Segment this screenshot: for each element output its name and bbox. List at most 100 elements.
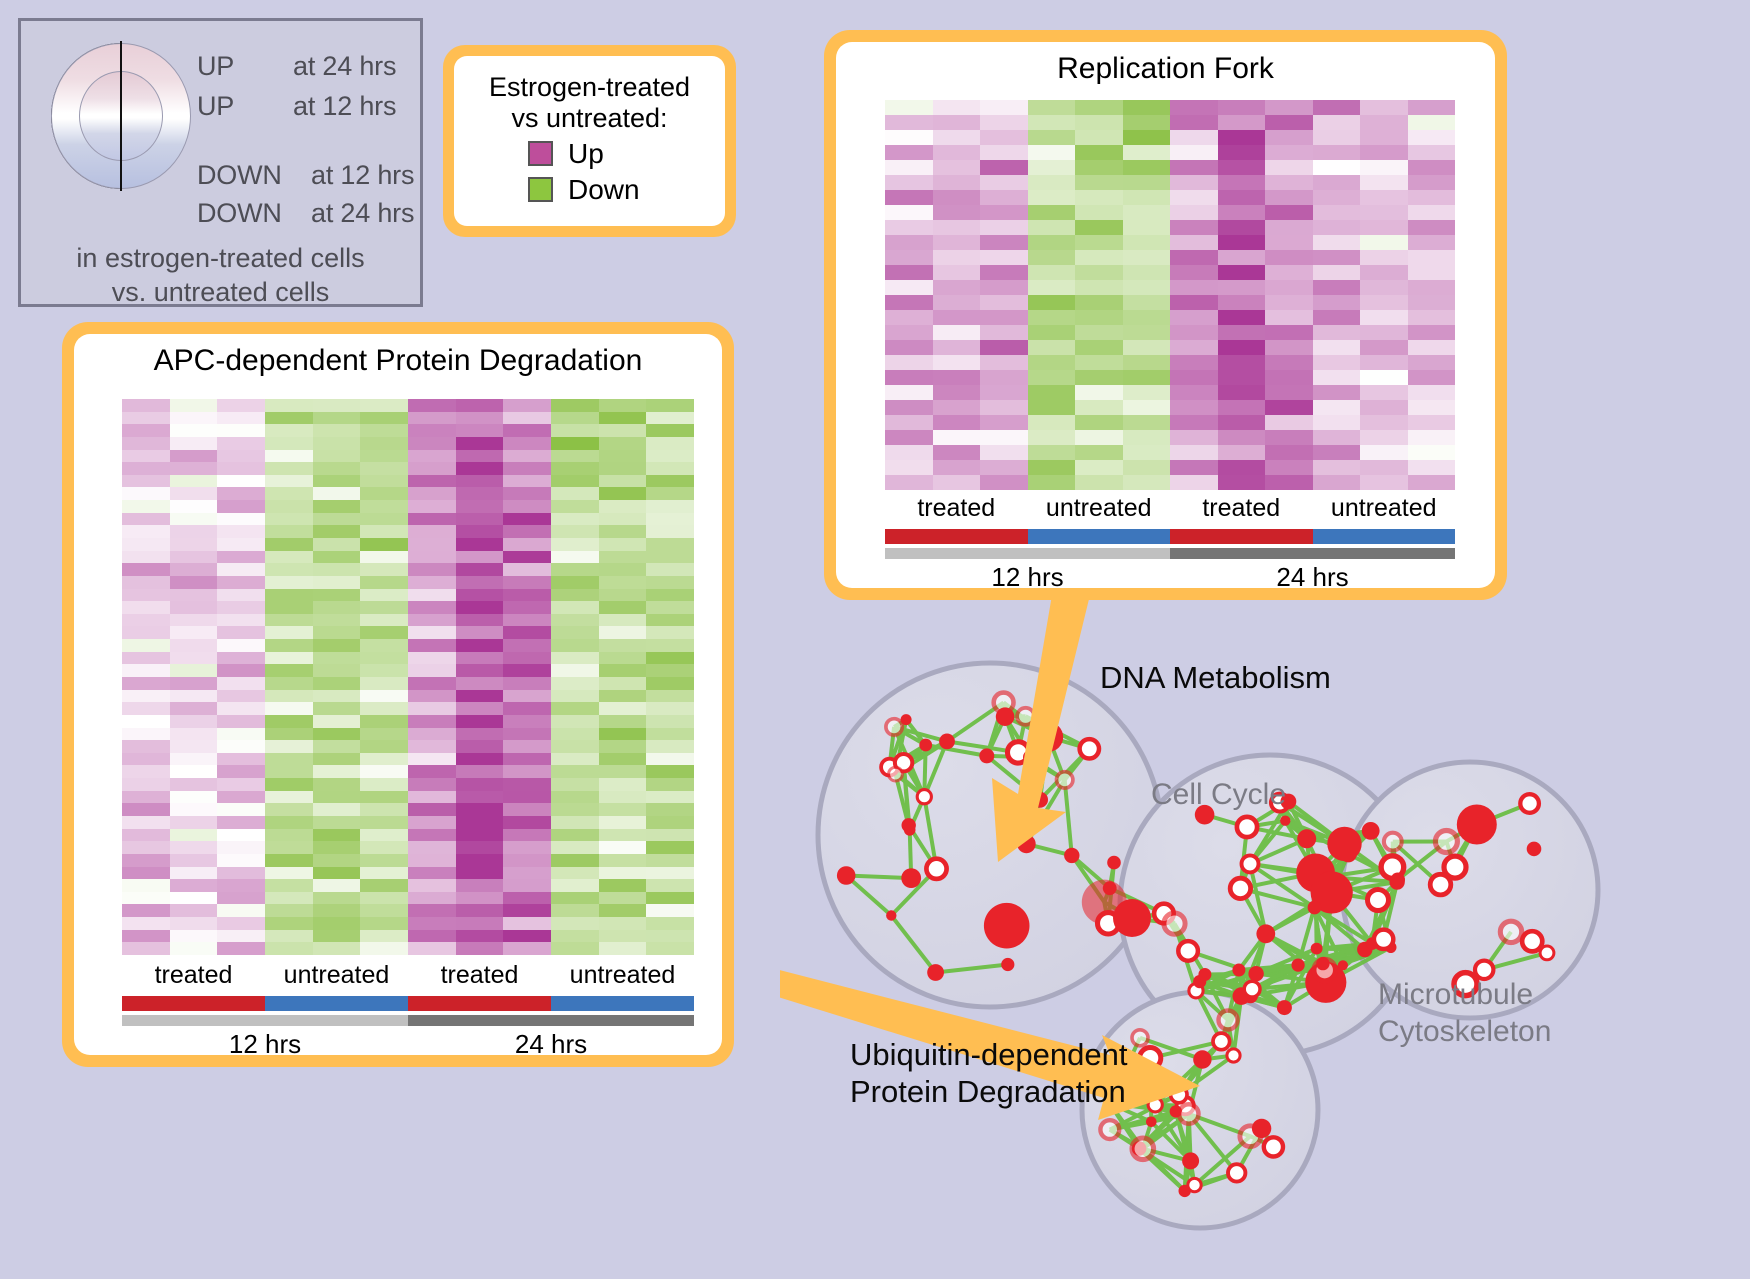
network-node [1456, 804, 1497, 845]
legend-item-up-label: Up [568, 137, 604, 169]
network-node [1227, 875, 1253, 901]
panel-apc-degradation: APC-dependent Protein Degradation treate… [62, 322, 734, 1067]
time-color-1 [408, 1015, 694, 1026]
network-node [1248, 966, 1264, 982]
network-node [1307, 900, 1322, 915]
panel-apc-degradation-title: APC-dependent Protein Degradation [153, 344, 643, 377]
dial-center-axis [120, 41, 122, 191]
time-color-1 [1170, 548, 1455, 559]
network-node [1129, 1135, 1157, 1163]
network-node [1451, 969, 1480, 999]
network-node [1390, 872, 1405, 887]
group-label-1: untreated [1045, 494, 1152, 522]
network-node [1497, 918, 1525, 946]
network-node [1310, 942, 1323, 955]
network-node [1113, 899, 1151, 937]
network-node [887, 765, 904, 783]
network-node [1280, 793, 1297, 810]
network-node [939, 733, 955, 750]
network-node [915, 788, 933, 806]
replication-group-color-bar [885, 529, 1455, 544]
network-node [1316, 956, 1330, 971]
network-node [927, 964, 944, 981]
network-node [1194, 804, 1215, 825]
network-node [1242, 979, 1262, 999]
group-color-2 [408, 996, 551, 1011]
group-color-0 [122, 996, 265, 1011]
network-node [1182, 1152, 1200, 1170]
network-node [1098, 1117, 1122, 1142]
network-node [1427, 871, 1454, 898]
group-color-3 [551, 996, 694, 1011]
network-node [900, 714, 912, 726]
key-row-3-time: at 24 hrs [311, 198, 415, 228]
network-node [919, 738, 933, 752]
key-row-2-time: at 12 hrs [311, 160, 415, 190]
network-node [1193, 1050, 1212, 1069]
network-node [1198, 968, 1212, 981]
network-node [1146, 1116, 1157, 1128]
time-label-1: 24 hrs [514, 1029, 588, 1059]
cluster-label-ubiquitin-line-2: Protein Degradation [850, 1074, 1126, 1110]
network-node [1261, 1135, 1286, 1159]
time-label-0: 12 hrs [991, 562, 1064, 592]
network-node [1519, 928, 1545, 954]
network-node [1327, 826, 1362, 862]
cluster-label-ubiquitin-line-1: Ubiquitin-dependent [850, 1037, 1128, 1072]
cluster-label-microtubule-line-1: Microtubule [1378, 978, 1534, 1011]
network-node [1441, 853, 1469, 881]
group-label-3: untreated [569, 961, 676, 989]
network-node [901, 868, 922, 888]
network-node [1256, 924, 1276, 944]
time-label-1: 24 hrs [1276, 562, 1349, 592]
apc-time-labels: 12 hrs 24 hrs [122, 1029, 694, 1060]
legend-title-line-2: vs untreated: [511, 102, 668, 133]
cluster-label-microtubule-cytoskeleton: Microtubule Cytoskeleton [1378, 977, 1551, 1050]
legend-item-up: Up [528, 138, 725, 170]
cluster-label-cell-cycle: Cell Cycle [1151, 778, 1287, 811]
panel-replication-fork-inner: Replication Fork treated untreated treated… [836, 42, 1495, 592]
network-node [1361, 822, 1380, 840]
panel-apc-degradation-inner: APC-dependent Protein Degradation treate… [74, 334, 722, 1059]
cluster-label-microtubule-line-2: Cytoskeleton [1378, 1014, 1552, 1048]
network-node [1280, 815, 1291, 826]
group-color-1 [265, 996, 408, 1011]
network-node [1161, 910, 1188, 937]
time-color-0 [885, 548, 1170, 559]
arrow-to-replication-fork [992, 600, 1089, 862]
legend-item-down-label: Down [568, 173, 640, 205]
expression-key-box: UP at 24 hrs UP at 12 hrs DOWN at 12 hrs… [18, 18, 423, 307]
key-row-1-direction: UP [197, 91, 235, 121]
network-node [1216, 1008, 1240, 1032]
network-node [1176, 938, 1201, 963]
panel-replication-fork-title: Replication Fork [1057, 52, 1274, 85]
network-node [886, 910, 897, 921]
network-node [995, 707, 1015, 726]
heatmap-apc-degradation [122, 399, 694, 955]
group-label-0: treated [917, 494, 996, 522]
network-node [1276, 1000, 1292, 1016]
network-node [1310, 871, 1353, 914]
apc-time-color-bar [122, 1015, 694, 1026]
apc-group-color-bar [122, 996, 694, 1011]
time-label-0: 12 hrs [228, 1029, 302, 1059]
network-node [1472, 958, 1496, 982]
updown-legend-box: Estrogen-treated vs untreated: Up Down [443, 45, 736, 237]
replication-time-color-bar [885, 548, 1455, 559]
network-node [1239, 853, 1261, 875]
key-footer-line-2: vs. untreated cells [111, 277, 330, 307]
network-node [924, 856, 949, 882]
group-color-2 [1170, 529, 1313, 544]
key-footer-line-1: in estrogen-treated cells [76, 243, 365, 273]
replication-group-labels: treated untreated treated untreated [885, 494, 1455, 523]
network-node [1251, 1118, 1272, 1139]
group-label-0: treated [154, 961, 233, 989]
pathway-network-diagram [780, 600, 1601, 1231]
network-node [903, 824, 916, 836]
network-node [836, 866, 856, 885]
network-node [1130, 1027, 1150, 1048]
network-node [1432, 827, 1461, 856]
panel-replication-fork: Replication Fork treated untreated treated… [824, 30, 1507, 600]
network-node [1107, 855, 1121, 870]
group-color-3 [1312, 529, 1455, 544]
